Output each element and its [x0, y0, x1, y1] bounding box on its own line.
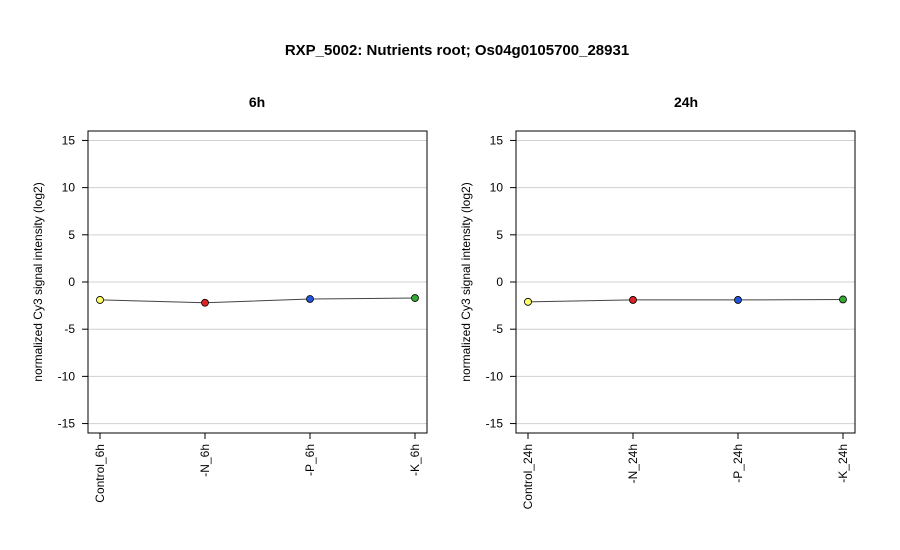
y-tick-label: -10 [58, 369, 76, 383]
panel-24h: 24h -15 -10 -5 0 5 10 15 normalized Cy3 signal i… [459, 94, 856, 509]
y-tick-label: -15 [58, 417, 76, 431]
panel-title: 6h [249, 94, 265, 110]
series-line [99, 297, 416, 304]
y-tick-label: 0 [496, 275, 503, 289]
y-axis-label: normalized Cy3 signal intensity (log2) [31, 182, 45, 381]
y-tick-label: 15 [490, 133, 504, 147]
x-tick-label: Control_6h [93, 444, 107, 503]
y-tick-label: -5 [492, 322, 503, 336]
data-point [839, 295, 847, 304]
y-tick-label: 0 [68, 275, 75, 289]
data-point [734, 296, 742, 304]
data-point [411, 294, 419, 302]
y-axis-label: normalized Cy3 signal intensity (log2) [459, 182, 473, 381]
panel-title: 24h [674, 94, 698, 110]
x-tick-label: -P_6h [303, 444, 317, 476]
x-tick-label: -K_24h [836, 444, 850, 483]
data-point [524, 297, 532, 306]
panel-6h: 6h -15 -10 -5 0 5 10 15 normalized Cy3 signal in… [31, 94, 428, 503]
data-point [201, 298, 209, 307]
x-tick-label: -N_24h [626, 444, 640, 483]
y-tick-label: 10 [490, 181, 504, 195]
x-tick-label: -P_24h [731, 444, 745, 483]
y-tick-label: 10 [62, 181, 76, 195]
data-point [629, 296, 637, 304]
y-tick-label: -15 [486, 417, 504, 431]
x-tick-label: Control_24h [521, 444, 535, 509]
y-tick-label: -10 [486, 369, 504, 383]
y-tick-label: 5 [496, 228, 503, 242]
data-point [306, 295, 314, 303]
data-point [96, 296, 104, 304]
series-line [527, 298, 844, 303]
x-tick-label: -N_6h [198, 444, 212, 477]
y-tick-label: -5 [64, 322, 75, 336]
y-tick-label: 5 [68, 228, 75, 242]
x-tick-label: -K_6h [408, 444, 422, 476]
figure-title: RXP_5002: Nutrients root; Os04g0105700_2… [285, 42, 629, 59]
y-tick-label: 15 [62, 133, 76, 147]
